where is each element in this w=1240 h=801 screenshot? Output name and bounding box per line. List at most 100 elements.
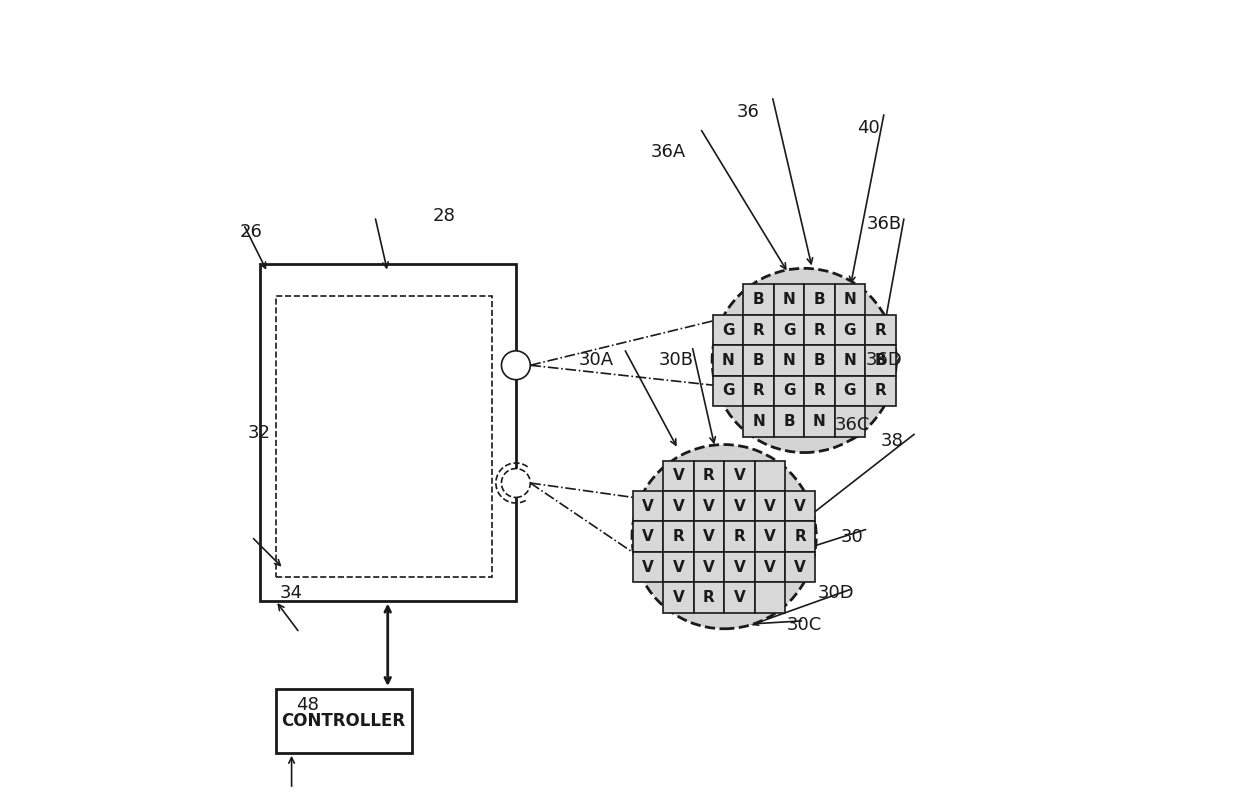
Text: G: G	[722, 323, 734, 337]
Bar	[713, 345, 743, 376]
Bar	[663, 582, 693, 613]
Bar	[774, 284, 805, 315]
Text: B: B	[874, 353, 887, 368]
Bar	[866, 345, 895, 376]
Text: B: B	[753, 353, 764, 368]
Text: 36C: 36C	[835, 416, 870, 433]
Text: 32: 32	[248, 424, 272, 441]
Bar	[785, 491, 816, 521]
Bar	[805, 376, 835, 406]
Text: N: N	[813, 414, 826, 429]
Text: 30B: 30B	[658, 352, 693, 369]
Bar	[835, 284, 866, 315]
Text: V: V	[764, 529, 776, 544]
Text: R: R	[874, 384, 887, 398]
Text: N: N	[843, 292, 857, 307]
Bar	[743, 376, 774, 406]
Bar	[755, 461, 785, 491]
Text: 34: 34	[280, 584, 303, 602]
Text: V: V	[642, 499, 653, 513]
Bar	[805, 315, 835, 345]
Text: R: R	[703, 469, 714, 483]
Text: G: G	[843, 323, 856, 337]
Bar	[755, 521, 785, 552]
Bar	[693, 521, 724, 552]
Bar	[805, 406, 835, 437]
Bar	[755, 552, 785, 582]
Text: CONTROLLER: CONTROLLER	[281, 712, 405, 730]
Bar	[724, 461, 755, 491]
Bar	[663, 491, 693, 521]
Bar	[632, 521, 663, 552]
Text: N: N	[753, 414, 765, 429]
Bar	[805, 284, 835, 315]
Bar	[275, 689, 412, 753]
Text: G: G	[722, 384, 734, 398]
Bar	[743, 315, 774, 345]
Text: 30: 30	[841, 528, 864, 545]
Bar	[785, 521, 816, 552]
Text: B: B	[813, 292, 826, 307]
Bar	[785, 552, 816, 582]
Text: V: V	[734, 560, 745, 574]
Circle shape	[632, 445, 816, 629]
Text: R: R	[734, 529, 745, 544]
Bar	[713, 376, 743, 406]
Text: 36A: 36A	[651, 143, 686, 161]
Text: V: V	[764, 499, 776, 513]
Bar	[866, 376, 895, 406]
Text: 36D: 36D	[866, 352, 903, 369]
Text: G: G	[843, 384, 856, 398]
Circle shape	[501, 351, 531, 380]
Text: V: V	[795, 560, 806, 574]
Text: 28: 28	[433, 207, 455, 225]
Text: R: R	[753, 323, 764, 337]
Bar	[805, 345, 835, 376]
Text: V: V	[703, 560, 714, 574]
Text: N: N	[843, 353, 857, 368]
Text: V: V	[795, 499, 806, 513]
Text: 26: 26	[241, 223, 263, 241]
Text: G: G	[782, 384, 795, 398]
Text: 38: 38	[880, 432, 904, 449]
FancyBboxPatch shape	[259, 264, 516, 601]
Bar	[755, 582, 785, 613]
Text: V: V	[672, 469, 684, 483]
Bar	[743, 406, 774, 437]
Text: V: V	[642, 560, 653, 574]
Bar	[774, 345, 805, 376]
Text: V: V	[734, 499, 745, 513]
Bar	[774, 315, 805, 345]
Text: V: V	[734, 590, 745, 605]
Bar	[663, 521, 693, 552]
Text: 30D: 30D	[818, 584, 854, 602]
Text: 36B: 36B	[867, 215, 901, 233]
Text: 48: 48	[296, 696, 319, 714]
Text: R: R	[874, 323, 887, 337]
Text: R: R	[813, 323, 826, 337]
Bar	[632, 491, 663, 521]
Bar	[866, 315, 895, 345]
Text: V: V	[734, 469, 745, 483]
Text: V: V	[703, 499, 714, 513]
Circle shape	[712, 268, 897, 453]
Bar	[663, 552, 693, 582]
Text: R: R	[795, 529, 806, 544]
Text: R: R	[703, 590, 714, 605]
Bar	[632, 552, 663, 582]
Text: V: V	[672, 499, 684, 513]
Text: R: R	[753, 384, 764, 398]
Bar	[774, 376, 805, 406]
Bar	[835, 406, 866, 437]
Bar	[693, 491, 724, 521]
Bar	[774, 406, 805, 437]
Text: N: N	[722, 353, 734, 368]
Circle shape	[501, 469, 531, 497]
Bar	[755, 491, 785, 521]
Text: N: N	[782, 292, 795, 307]
Text: V: V	[672, 560, 684, 574]
Text: R: R	[813, 384, 826, 398]
Text: V: V	[703, 529, 714, 544]
Bar	[835, 315, 866, 345]
Text: 30A: 30A	[578, 352, 614, 369]
